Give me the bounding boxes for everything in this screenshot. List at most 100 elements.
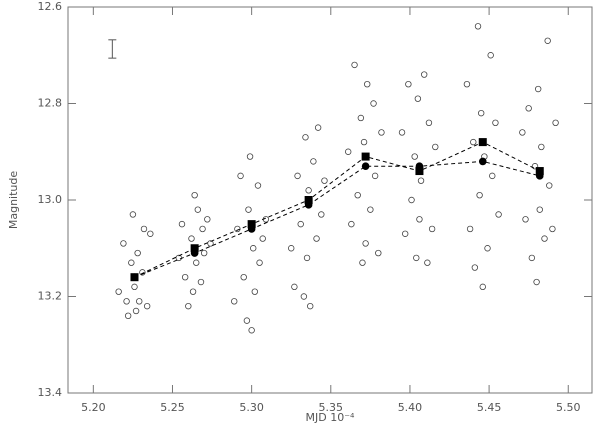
open-circle-marker: [487, 52, 494, 59]
open-circle-marker: [124, 312, 132, 319]
dashed-line: [134, 160, 540, 278]
open-circle-marker: [541, 235, 548, 242]
open-circle-marker: [314, 124, 322, 131]
open-circle-marker: [318, 211, 325, 218]
open-circle-marker: [364, 80, 371, 88]
x-axis-label: MJD 10⁻⁴: [306, 411, 356, 424]
y-tick-label: 13.0: [38, 193, 63, 206]
open-circle-marker: [181, 274, 189, 281]
open-circle-marker: [120, 240, 127, 247]
open-circle-marker: [140, 225, 148, 233]
open-circle-marker: [359, 259, 366, 266]
open-circle-marker: [525, 105, 532, 112]
open-circle-marker: [425, 119, 433, 126]
circle-marker: [478, 157, 487, 166]
circle-marker: [190, 249, 199, 257]
open-circle-marker: [489, 172, 496, 180]
open-circle-marker: [288, 245, 295, 252]
open-circle-marker: [538, 143, 545, 151]
open-circle-marker: [544, 37, 551, 44]
open-circle-marker: [432, 143, 439, 151]
x-tick-label: 5.30: [239, 401, 264, 414]
open-circle-marker: [378, 129, 385, 136]
y-tick-label: 12.8: [38, 97, 63, 110]
open-circle-marker: [552, 119, 559, 126]
open-circle-marker: [536, 206, 543, 213]
open-circle-marker: [476, 191, 483, 199]
open-circle-marker: [294, 172, 301, 180]
square-marker: [247, 220, 256, 229]
open-circle-marker: [321, 177, 328, 184]
open-circle-marker: [414, 95, 422, 102]
open-circle-marker: [245, 206, 252, 213]
open-circle-marker: [300, 293, 308, 300]
open-circle-marker: [139, 269, 146, 276]
open-circle-marker: [313, 235, 320, 242]
open-circle-marker: [413, 254, 420, 262]
open-circle-marker: [522, 216, 529, 223]
open-circle-marker: [128, 259, 135, 266]
open-circle-marker: [471, 264, 479, 271]
open-circle-marker: [398, 129, 406, 136]
circle-marker: [247, 225, 256, 233]
open-circle-marker: [307, 302, 314, 310]
open-circle-marker: [519, 129, 526, 136]
open-circle-marker: [291, 283, 298, 291]
open-circle-marker: [495, 211, 502, 218]
open-circle-marker: [132, 307, 140, 315]
open-circle-marker: [310, 158, 317, 165]
x-tick-label: 5.35: [319, 401, 344, 414]
square-marker: [304, 196, 313, 204]
open-circle-marker: [405, 80, 412, 88]
open-circle-marker: [246, 153, 254, 160]
y-tick-label: 12.6: [38, 0, 63, 13]
open-circle-marker: [193, 259, 200, 266]
open-circle-marker: [303, 254, 311, 262]
open-circle-marker: [411, 153, 418, 160]
square-marker: [478, 138, 487, 147]
open-circle-marker: [479, 283, 486, 291]
square-marker: [535, 167, 544, 176]
open-circle-marker: [254, 182, 262, 189]
open-circle-marker: [259, 235, 266, 242]
open-circle-marker: [492, 119, 499, 126]
open-circle-marker: [231, 298, 238, 305]
open-circle-marker: [531, 163, 539, 170]
open-circle-marker: [348, 220, 355, 228]
dashed-line: [134, 141, 540, 278]
circle-marker: [361, 162, 370, 171]
open-circle-marker: [466, 225, 474, 233]
open-circle-marker: [533, 278, 540, 286]
y-axis-label: Magnitude: [7, 171, 20, 230]
open-circle-marker: [240, 274, 247, 281]
open-circle-marker: [297, 220, 304, 228]
error-bar: [108, 39, 117, 59]
open-circle-marker: [234, 225, 241, 233]
open-circle-marker: [428, 225, 436, 233]
open-circle-marker: [477, 109, 485, 117]
open-circle-marker: [188, 235, 195, 242]
open-circle-marker: [305, 187, 312, 194]
open-circle-marker: [248, 327, 255, 334]
open-circle-marker: [115, 288, 122, 295]
open-circle-marker: [134, 249, 141, 257]
square-marker: [361, 152, 370, 161]
x-tick-label: 5.50: [556, 401, 581, 414]
open-circle-marker: [549, 225, 556, 233]
open-circle-marker: [136, 298, 143, 305]
open-circle-marker: [123, 298, 130, 305]
open-circle-marker: [256, 259, 263, 266]
x-tick-label: 5.45: [477, 401, 502, 414]
open-circle-marker: [191, 191, 198, 199]
plot-frame: [67, 6, 593, 394]
square-marker: [415, 167, 424, 176]
open-circle-marker: [470, 138, 477, 146]
y-tick-label: 13.2: [38, 290, 63, 303]
open-circle-marker: [194, 206, 202, 213]
x-tick-label: 5.25: [160, 401, 185, 414]
open-circle-marker: [357, 114, 365, 122]
open-circle-marker: [345, 148, 352, 155]
open-circle-marker: [250, 245, 257, 252]
open-circle-marker: [484, 245, 491, 252]
open-circle-marker: [528, 254, 536, 262]
